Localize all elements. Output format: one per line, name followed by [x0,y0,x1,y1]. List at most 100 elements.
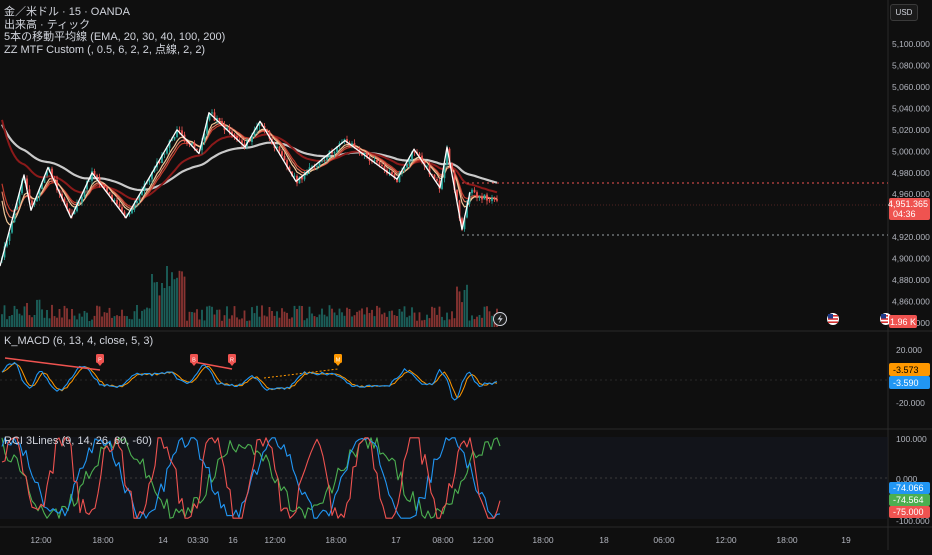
volume-bar [346,307,348,327]
volume-bar [448,319,451,327]
macd-badge-pointer [97,363,103,366]
volume-bar [93,315,96,327]
volume-bar [428,318,431,327]
volume-bar [458,291,461,327]
legend-symbol[interactable]: 金／米ドル · 15 · OANDA [4,6,130,18]
volume-bar [248,320,251,327]
macd-axis[interactable]: 20.000 -20.000 -3.573 -3.590 [889,345,930,408]
volume-bar [431,306,433,327]
candle [31,200,33,205]
candle [251,135,253,142]
candle [196,148,198,151]
macd-pane-title[interactable]: K_MACD (6, 13, 4, close, 5, 3) [4,335,154,347]
macd-badge-bg [334,354,342,363]
volume-bar [258,316,261,327]
candle [111,194,113,201]
candle [168,140,171,148]
candle [323,160,326,161]
price-axis-tick: 5,000.000 [892,146,930,156]
volume-bar [141,310,143,327]
rci-pane-title[interactable]: RCI 3Lines (9, 14, 26, 60, -60) [4,435,152,447]
volume-bar [96,305,98,327]
volume-bar [48,318,51,327]
volume-bar [368,313,371,327]
candle [3,246,6,258]
volume-bar [478,315,481,327]
volume-bar [151,274,153,327]
volume-bar [463,290,466,327]
candle [88,180,91,182]
candle [91,171,93,181]
candle [233,134,236,136]
candle [461,218,463,230]
volume-bar [388,311,391,327]
macd-axis-tick: -20.000 [896,398,925,408]
volume-bar [378,307,381,327]
volume-bar [51,304,53,327]
candle [201,141,203,151]
candle [163,153,166,155]
volume-bar [41,309,43,327]
volume-bar [193,312,196,327]
volume-bar [191,312,193,327]
rci-axis[interactable]: 100.000 0.000 -100.000 -74.066 -74.564 -… [889,434,930,526]
bar-countdown: 04:36 [893,209,916,219]
candle [56,179,58,191]
volume-bar [101,316,103,327]
volume-bar [73,315,76,327]
volume-bar [148,308,151,327]
legend-ema[interactable]: 5本の移動平均線 (EMA, 20, 30, 40, 100, 200) [4,31,226,43]
time-axis[interactable]: 12:00 18:00 14 03:30 16 12:00 18:00 17 08:00 12:0… [30,535,851,545]
candle [266,129,268,132]
us-flag-event-icon[interactable] [827,313,839,325]
candle [203,133,206,142]
volume-bar [283,311,286,327]
volume-bar [288,318,291,327]
volume-bar [136,305,138,327]
candle [383,166,386,170]
candle [306,171,308,175]
currency-button[interactable]: USD [890,4,918,21]
rci-axis-tick: -100.000 [896,516,930,526]
candle [221,121,223,125]
volume-bar [56,317,58,327]
candle [68,208,71,214]
volume-bar [296,309,298,327]
candle [216,118,218,121]
volume-bar [46,310,48,327]
volume-bar [358,310,361,327]
volume-bar [216,309,218,327]
candle [26,178,28,190]
legend-zigzag[interactable]: ZZ MTF Custom (, 0.5, 6, 2, 2, 点線, 2, 2) [4,43,206,56]
volume-bar [411,307,413,327]
candle [296,175,298,184]
time-axis-label: 08:00 [432,535,454,545]
candle [293,175,296,177]
volume-bar [83,311,86,327]
volume-bar [348,309,351,327]
candle [403,167,406,171]
zigzag-path [0,112,471,267]
volume-bar [401,311,403,327]
volume-bar [253,313,256,327]
volume-bar [341,312,343,327]
volume-bar [331,308,333,327]
volume-bar [38,299,41,327]
volume-bar [366,307,368,327]
volume-bar [231,315,233,327]
volume-bar [208,305,211,327]
volume-bar [486,306,488,327]
replay-lightning-icon[interactable] [493,312,507,326]
candle [86,181,88,190]
candle [181,130,183,135]
macd-divergence-line [4,357,101,371]
volume-bar [306,318,308,327]
candle [481,196,483,200]
legend-volume[interactable]: 出来高 · ティック [4,18,91,31]
candle [421,155,423,162]
candle [178,130,181,131]
candle [93,171,96,176]
price-axis-tick: 5,040.000 [892,103,930,113]
legend: 金／米ドル · 15 · OANDA 出来高 · ティック 5本の移動平均線 (… [4,6,225,56]
